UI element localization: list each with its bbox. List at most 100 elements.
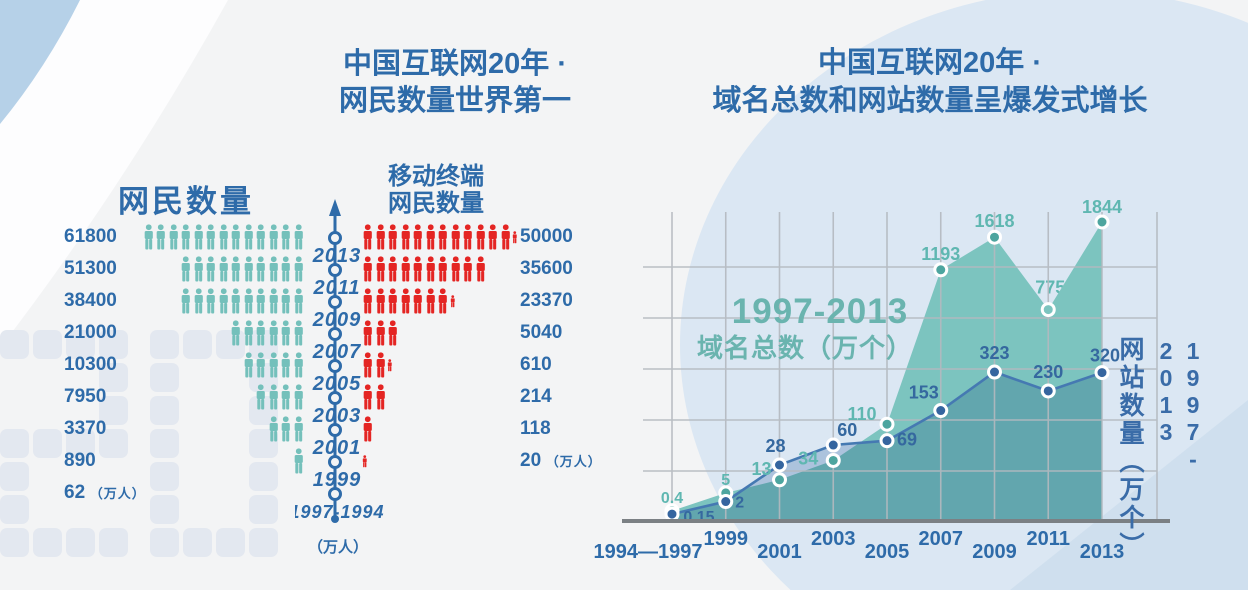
- person-icon: [412, 224, 424, 251]
- person-icon: [180, 256, 192, 283]
- x-tick-label: 2007: [919, 528, 964, 550]
- person-icon: [450, 224, 462, 251]
- right-title: 中国互联网20年 · 域名总数和网站数量呈爆发式增长: [650, 44, 1210, 120]
- person-icon: [205, 288, 217, 315]
- timeline-year-label: 2013: [312, 245, 362, 267]
- person-icon: [437, 288, 449, 315]
- person-icon: [180, 224, 192, 251]
- person-icon: [280, 256, 292, 283]
- timeline-node: [328, 391, 342, 405]
- side-period-label: 1997-2013: [1153, 338, 1206, 473]
- timeline-year-label: 2011: [312, 277, 360, 299]
- timeline-unit-label: （万人）: [307, 539, 368, 556]
- netizen-value-label: 38400: [64, 290, 117, 311]
- white-arc-shape: [0, 0, 228, 348]
- unit-suffix: （万人）: [541, 454, 602, 469]
- domain-point: [1094, 214, 1110, 230]
- x-tick-label: 2003: [811, 528, 856, 550]
- left-title: 中国互联网20年 · 网民数量世界第一: [255, 46, 655, 120]
- website-point: [879, 433, 895, 449]
- website-point: [1040, 383, 1056, 399]
- timeline: 2013 2011 2009 2007 2005 2003 2001 1999 1997-199…: [295, 199, 385, 523]
- person-icon: [400, 256, 412, 283]
- timeline-node: [328, 455, 342, 469]
- person-icon: [255, 288, 267, 315]
- data-label-domain: 1844: [1082, 197, 1122, 217]
- person-icon: [286, 448, 292, 475]
- x-tick-label: 2011: [1027, 528, 1070, 550]
- netizen-icon-row: [224, 320, 306, 347]
- data-label-website: 28: [765, 436, 785, 456]
- x-tick-label: 2009: [972, 541, 1017, 563]
- domain-point: [987, 229, 1002, 245]
- netizen-value-label: 61800: [64, 226, 117, 247]
- website-point: [664, 506, 680, 522]
- person-icon: [243, 320, 255, 347]
- data-label-domain: 0.4: [661, 490, 683, 507]
- timeline-node: [328, 263, 342, 277]
- data-label-website: 69: [897, 430, 917, 450]
- x-tick-label: 1994—1997: [594, 541, 703, 563]
- person-icon: [487, 224, 499, 251]
- person-icon: [255, 256, 267, 283]
- netizen-icon-row: [143, 224, 306, 251]
- person-icon: [218, 224, 230, 251]
- person-icon: [400, 288, 412, 315]
- domain-point: [1040, 302, 1056, 318]
- person-icon: [450, 288, 456, 315]
- data-label-website: 153: [909, 383, 939, 403]
- netizen-icon-row: [180, 288, 305, 315]
- right-title-line1: 中国互联网20年 ·: [818, 47, 1042, 79]
- data-label-domain: 1618: [974, 211, 1014, 231]
- website-point: [825, 437, 841, 453]
- timeline-year-label: 2005: [312, 373, 362, 395]
- person-icon: [155, 224, 167, 251]
- netizen-value-label: 10300: [64, 354, 117, 375]
- person-icon: [230, 288, 242, 315]
- person-icon: [387, 256, 399, 283]
- person-icon: [512, 224, 518, 251]
- person-icon: [193, 288, 205, 315]
- left-title-line1: 中国互联网20年 ·: [343, 48, 567, 80]
- timeline-year-label: 2003: [312, 405, 362, 427]
- x-tick-label: 2013: [1080, 541, 1125, 563]
- timeline-year-label: 2007: [312, 341, 362, 363]
- person-icon: [243, 256, 255, 283]
- person-icon: [143, 224, 155, 251]
- mobile-value-label: 610: [520, 354, 552, 375]
- person-icon: [412, 256, 424, 283]
- x-tick-label: 2005: [865, 541, 910, 563]
- person-icon: [243, 288, 255, 315]
- person-icon: [255, 224, 267, 251]
- right-title-line2: 域名总数和网站数量呈爆发式增长: [712, 85, 1148, 117]
- website-point: [718, 494, 734, 510]
- domain-point: [772, 472, 787, 488]
- person-icon: [475, 224, 487, 251]
- netizen-value-label: 21000: [64, 322, 117, 343]
- data-label-website: 60: [837, 420, 857, 440]
- person-icon: [230, 224, 242, 251]
- person-icon: [425, 288, 437, 315]
- person-icon: [261, 416, 267, 443]
- mobile-value-label: 118: [520, 418, 551, 439]
- person-icon: [268, 288, 280, 315]
- person-icon: [475, 256, 487, 283]
- person-icon: [205, 224, 217, 251]
- netizen-icon-row: [180, 256, 305, 283]
- person-icon: [243, 352, 255, 379]
- person-icon: [437, 256, 449, 283]
- person-icon: [280, 288, 292, 315]
- person-icon: [280, 352, 292, 379]
- mobile-heading: 移动终端 网民数量: [363, 163, 509, 217]
- mobile-value-label: 50000: [520, 226, 573, 247]
- person-icon: [268, 352, 280, 379]
- side-website-label: 网站数量（万个）: [1116, 336, 1144, 560]
- timeline-node: [328, 295, 342, 309]
- domain-point: [879, 416, 895, 432]
- netizen-value-label: 7950: [64, 386, 107, 407]
- timeline-node: [328, 423, 342, 437]
- corner-blue-shape: [0, 0, 80, 124]
- unit-suffix: （万人）: [85, 486, 146, 501]
- timeline-year-label: 1997-1994: [295, 502, 385, 522]
